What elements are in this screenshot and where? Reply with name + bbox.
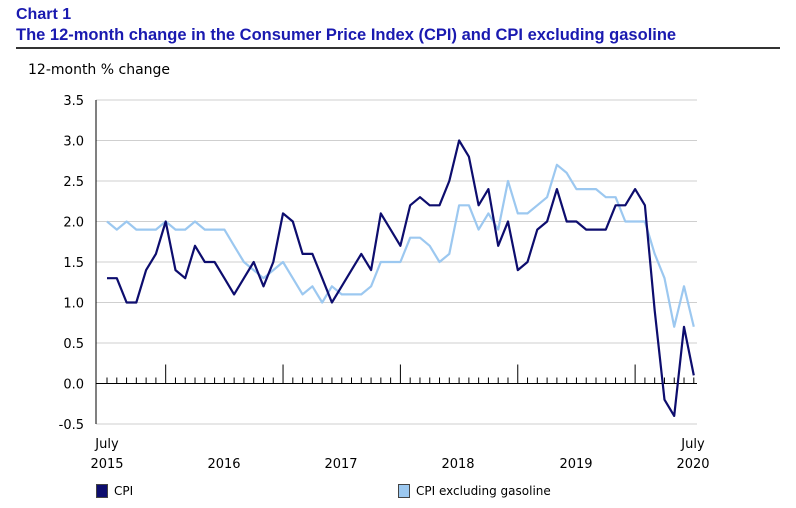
y-tick-label: 3.0 bbox=[63, 135, 84, 150]
y-tick-label: 3.5 bbox=[63, 94, 84, 109]
legend-item-cpi-excluding-gasoline: CPI excluding gasoline bbox=[398, 484, 551, 498]
x-ticks bbox=[106, 364, 695, 384]
y-tick-label: 2.5 bbox=[63, 175, 84, 190]
x-tick-label-year: 2016 bbox=[207, 457, 240, 472]
series-lines bbox=[106, 139, 695, 417]
x-tick-label-month: July bbox=[94, 437, 119, 452]
cpi-line bbox=[107, 139, 695, 417]
y-tick-label: 1.0 bbox=[63, 297, 84, 312]
x-tick-label-year: 2019 bbox=[559, 457, 592, 472]
cpi-excluding-gasoline-line bbox=[106, 163, 695, 328]
legend-swatch-cpi-excluding-gasoline bbox=[398, 484, 410, 498]
legend-label-cpi: CPI bbox=[114, 484, 134, 498]
title-divider bbox=[16, 47, 780, 49]
x-tick-label-year: 2015 bbox=[90, 457, 123, 472]
x-tick-label-month: July bbox=[680, 437, 705, 452]
gridlines bbox=[95, 99, 697, 425]
y-tick-labels: 3.5 3.0 2.5 2.0 1.5 1.0 0.5 0.0 -0.5 bbox=[59, 94, 84, 433]
y-tick-label: 0.5 bbox=[63, 337, 84, 352]
x-tick-labels: July 2015 2016 2017 2018 2019 July 2020 bbox=[90, 437, 709, 472]
x-tick-label-year: 2020 bbox=[676, 457, 709, 472]
legend-label-cpi-excluding-gasoline: CPI excluding gasoline bbox=[416, 484, 551, 498]
y-axis-label: 12-month % change bbox=[28, 62, 170, 78]
chart-title: The 12-month change in the Consumer Pric… bbox=[16, 26, 677, 44]
x-tick-label-year: 2017 bbox=[324, 457, 357, 472]
y-tick-label: 1.5 bbox=[63, 256, 84, 271]
y-tick-label: -0.5 bbox=[59, 418, 84, 433]
y-tick-label: 0.0 bbox=[63, 378, 84, 393]
legend-swatch-cpi bbox=[96, 484, 108, 498]
chart-number-label: Chart 1 bbox=[16, 6, 72, 23]
y-tick-label: 2.0 bbox=[63, 216, 84, 231]
legend-item-cpi: CPI bbox=[96, 484, 133, 498]
x-tick-label-year: 2018 bbox=[441, 457, 474, 472]
